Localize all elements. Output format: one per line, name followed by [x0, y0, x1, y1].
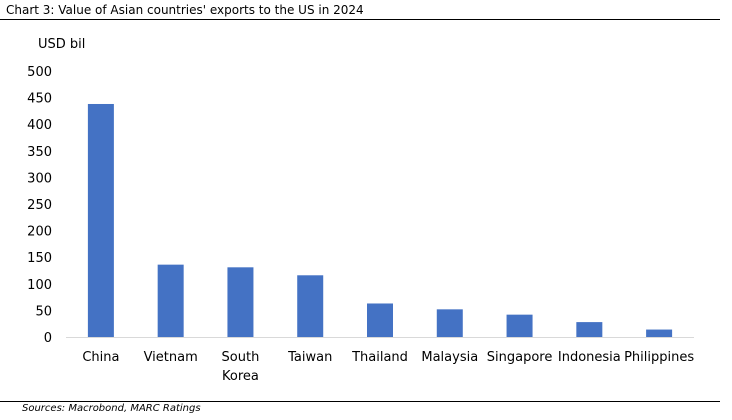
bar [576, 322, 603, 337]
y-tick-label: 400 [27, 118, 52, 133]
y-tick-label: 50 [35, 304, 52, 319]
y-tick-label: 100 [27, 278, 52, 293]
bar [87, 103, 114, 337]
bar [436, 309, 463, 337]
bars [87, 103, 673, 337]
x-tick-label: Singapore [487, 350, 553, 365]
y-tick-label: 150 [27, 251, 52, 266]
bottom-divider [0, 401, 720, 402]
x-tick-label: South Korea [222, 350, 260, 384]
source-note: Sources: Macrobond, MARC Ratings [22, 403, 201, 414]
x-tick-label: Malaysia [421, 350, 478, 365]
bar [297, 275, 324, 337]
y-axis-label: USD bil [38, 37, 85, 52]
y-tick-label: 300 [27, 171, 52, 186]
y-tick-label: 350 [27, 145, 52, 160]
x-tick-label: Vietnam [144, 350, 198, 365]
y-axis-ticks: 0 50 100 150 200 250 300 350 400 450 500 [27, 65, 52, 346]
bar [157, 264, 184, 337]
bar [646, 329, 673, 337]
y-tick-label: 250 [27, 198, 52, 213]
bar [227, 267, 254, 337]
x-tick-label: Philippines [624, 350, 694, 365]
bar [506, 314, 533, 337]
y-tick-label: 0 [44, 331, 52, 346]
chart-title: Chart 3: Value of Asian countries' expor… [6, 3, 364, 17]
bar [367, 303, 393, 337]
x-tick-label: Indonesia [558, 350, 621, 365]
y-tick-label: 200 [27, 225, 52, 240]
y-tick-label: 500 [27, 65, 52, 80]
x-tick-label: Taiwan [287, 350, 332, 365]
y-tick-label: 450 [27, 92, 52, 107]
top-divider [0, 19, 720, 20]
bar-chart: USD bil 0 50 100 150 200 250 300 350 400 450 500 C… [27, 37, 694, 384]
x-tick-label: China [82, 350, 119, 365]
x-axis-ticks: China Vietnam South Korea Taiwan Thailand Mala… [82, 350, 694, 384]
x-tick-label: Thailand [351, 350, 408, 365]
